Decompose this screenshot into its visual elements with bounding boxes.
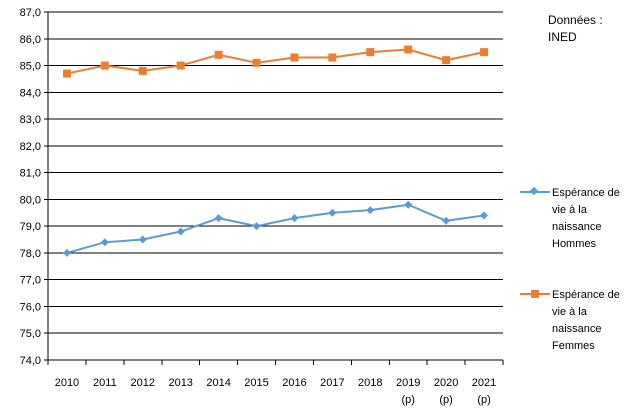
- y-tick-label: 85,0: [20, 61, 41, 73]
- data-point-diamond: [176, 227, 185, 236]
- x-tick-label: 2010: [55, 377, 79, 389]
- square-marker-icon: [531, 290, 539, 298]
- source-note: Données : INED: [548, 12, 628, 46]
- x-tick-label: 2021: [472, 377, 496, 389]
- y-tick-label: 82,0: [20, 141, 41, 153]
- legend-label-hommes-line4: Hommes: [552, 238, 597, 250]
- legend-label-hommes: Espérance de vie à la naissance Hommes: [552, 185, 632, 253]
- y-tick-label: 77,0: [20, 275, 41, 287]
- x-tick-label: 2014: [206, 377, 230, 389]
- legend-label-femmes-line3: naissance: [552, 323, 602, 335]
- legend-label-femmes: Espérance de vie à la naissance Femmes: [552, 287, 632, 355]
- data-point-diamond: [442, 216, 451, 225]
- y-tick-label: 83,0: [20, 114, 41, 126]
- data-point-diamond: [252, 222, 261, 231]
- legend-label-hommes-line3: naissance: [552, 221, 602, 233]
- data-point-diamond: [214, 214, 223, 223]
- source-note-line2: INED: [548, 30, 577, 44]
- data-point-square: [366, 48, 375, 57]
- x-tick-label: (p): [401, 394, 414, 406]
- x-tick-label: (p): [439, 394, 452, 406]
- y-axis: 74,0 75,0 76,0 77,0 78,0 79,0 80,0 81,0 82,0 83,0…: [20, 7, 49, 367]
- y-tick-label: 84,0: [20, 87, 41, 99]
- x-tick-label: 2019: [396, 377, 420, 389]
- data-point-square: [442, 56, 451, 65]
- x-tick-label: 2012: [131, 377, 155, 389]
- legend-label-hommes-line1: Espérance de: [552, 187, 620, 199]
- data-point-square: [214, 50, 223, 59]
- x-tick-label: 2018: [358, 377, 382, 389]
- data-point-diamond: [366, 206, 375, 215]
- y-tick-label: 87,0: [20, 7, 41, 19]
- y-tick-label: 78,0: [20, 248, 41, 260]
- legend-label-femmes-line1: Espérance de: [552, 289, 620, 301]
- data-point-square: [62, 69, 71, 78]
- x-tick-label: 2017: [320, 377, 344, 389]
- data-point-square: [100, 61, 109, 70]
- data-point-square: [252, 58, 261, 67]
- y-tick-label: 81,0: [20, 168, 41, 180]
- legend-label-femmes-line4: Femmes: [552, 340, 595, 352]
- source-note-line1: Données :: [548, 13, 603, 27]
- series-line-1: [66, 48, 485, 75]
- y-tick-label: 75,0: [20, 328, 41, 340]
- x-tick-label: 2020: [434, 377, 458, 389]
- legend-label-hommes-line2: vie à la: [552, 204, 587, 216]
- data-point-diamond: [404, 200, 413, 209]
- data-point-diamond: [100, 238, 109, 247]
- y-tick-label: 79,0: [20, 221, 41, 233]
- data-point-diamond: [290, 214, 299, 223]
- x-tick-label: 2016: [282, 377, 306, 389]
- data-point-diamond: [62, 248, 71, 257]
- data-point-square: [480, 48, 489, 57]
- x-axis: 2010 2011 2012 2013 2014 2015 2016 2017 2018 2019…: [47, 359, 504, 406]
- y-tick-label: 76,0: [20, 301, 41, 313]
- series-line-0: [66, 203, 485, 254]
- y-tick-label: 86,0: [20, 34, 41, 46]
- y-tick-label: 80,0: [20, 194, 41, 206]
- data-point-diamond: [480, 211, 489, 220]
- legend-label-femmes-line2: vie à la: [552, 306, 587, 318]
- x-tick-label: 2015: [244, 377, 268, 389]
- series-layer: [62, 45, 489, 257]
- data-point-square: [290, 53, 299, 62]
- gridlines: [48, 11, 503, 361]
- data-point-square: [328, 53, 337, 62]
- x-tick-label: 2011: [93, 377, 117, 389]
- x-tick-label: 2013: [168, 377, 192, 389]
- data-point-square: [138, 66, 147, 75]
- y-tick-label: 74,0: [20, 355, 41, 367]
- x-tick-label: (p): [477, 394, 490, 406]
- data-point-diamond: [328, 208, 337, 217]
- data-point-diamond: [138, 235, 147, 244]
- data-point-square: [176, 61, 185, 70]
- data-point-square: [404, 45, 413, 54]
